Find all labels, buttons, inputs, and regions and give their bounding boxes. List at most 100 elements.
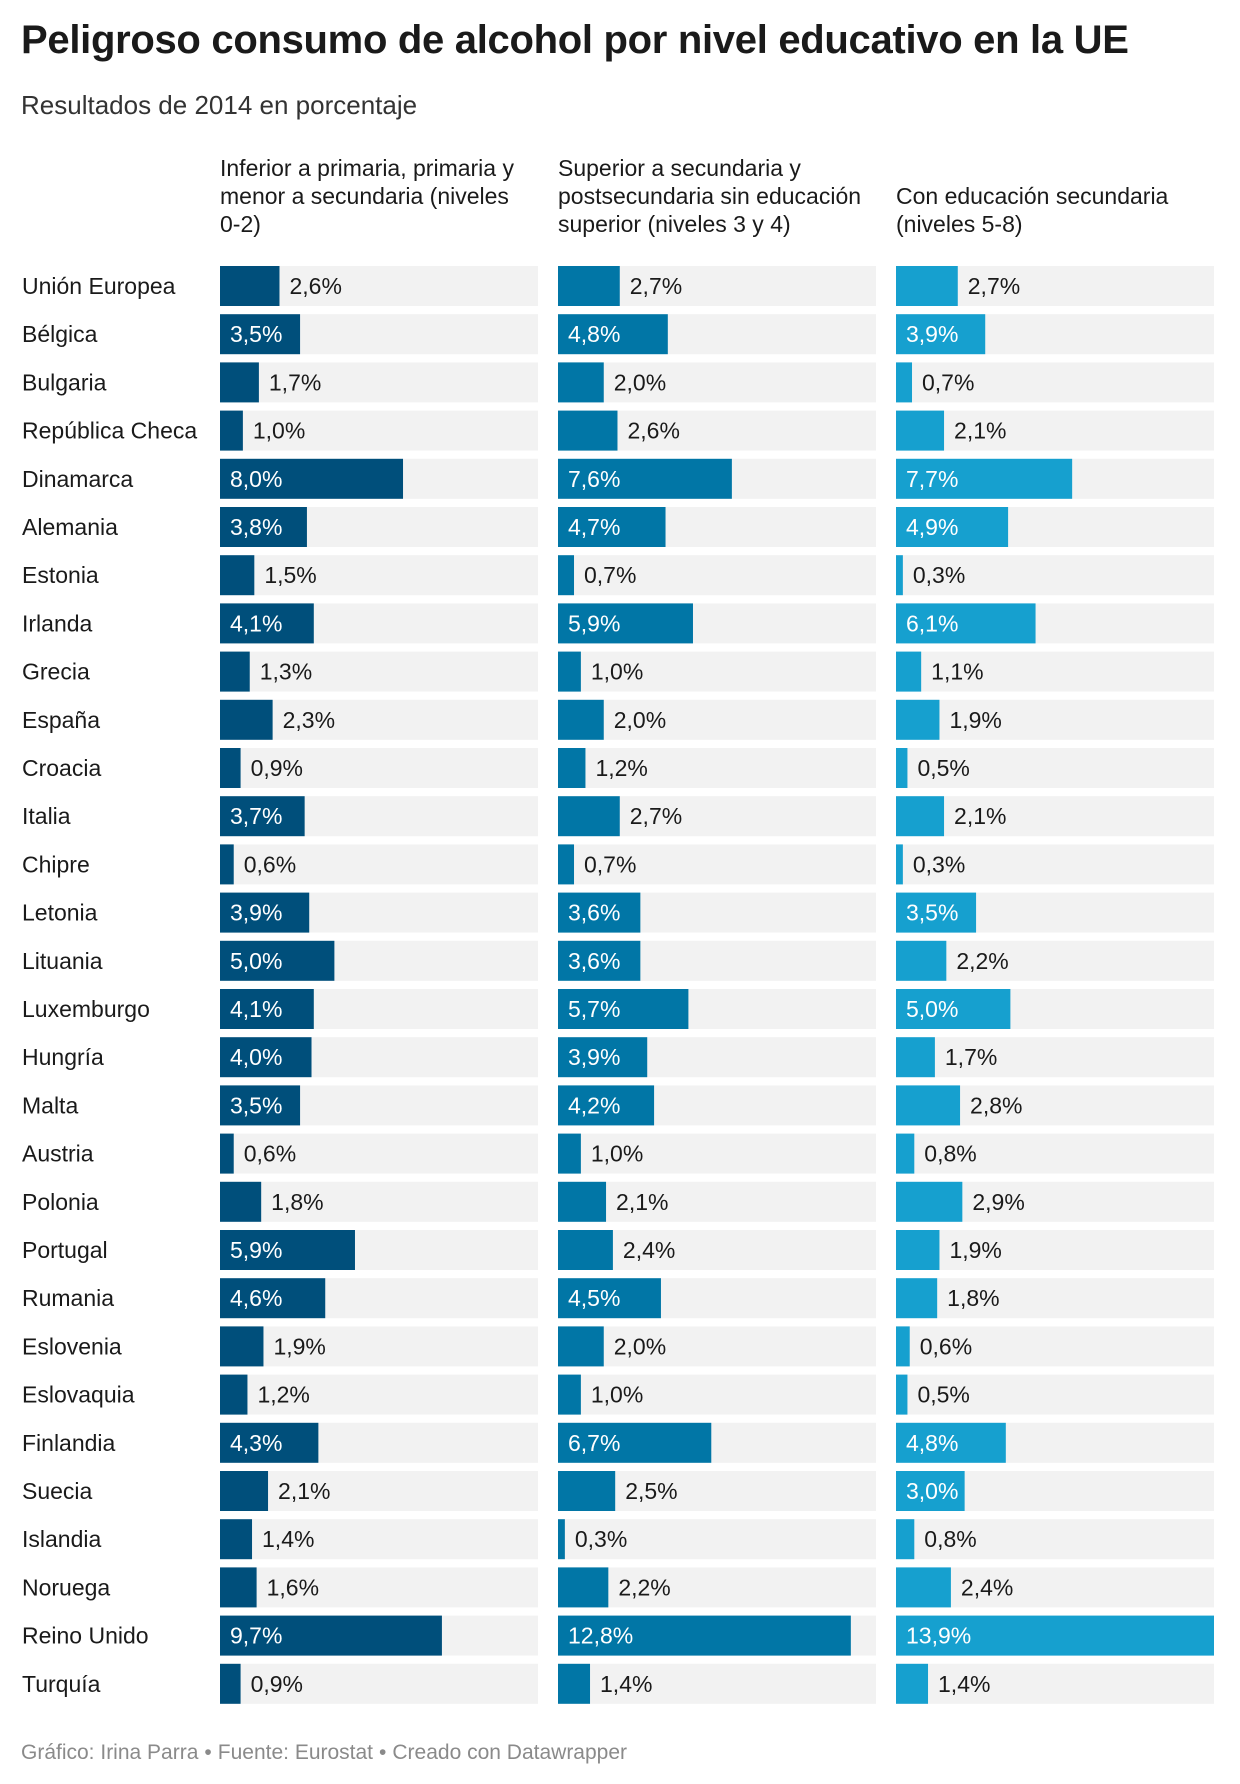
chart-title: Peligroso consumo de alcohol por nivel e… (21, 18, 1129, 62)
data-label: 5,7% (568, 996, 620, 1022)
data-label: 1,6% (267, 1574, 319, 1600)
bar-track (896, 1519, 1214, 1560)
data-label: 4,8% (906, 1430, 958, 1456)
category-label: Grecia (22, 659, 90, 685)
bar-track (220, 844, 538, 885)
bar (558, 266, 620, 306)
data-label: 1,4% (600, 1671, 652, 1697)
category-label: Lituania (22, 948, 103, 974)
bar (558, 362, 604, 403)
series-header: Inferior a primaria, primaria y menor a s… (220, 155, 514, 237)
bar-track (558, 699, 876, 740)
data-label: 4,1% (230, 610, 282, 636)
data-label: 12,8% (568, 1623, 633, 1649)
data-label: 13,9% (906, 1623, 971, 1649)
data-label: 2,1% (616, 1189, 668, 1215)
bar (558, 796, 620, 837)
bar (220, 1567, 257, 1608)
bar (896, 1615, 1214, 1656)
category-label: Letonia (22, 900, 98, 926)
data-label: 2,1% (278, 1478, 330, 1504)
data-label: 5,9% (230, 1237, 282, 1263)
bar (896, 410, 945, 451)
bar (896, 603, 1036, 644)
data-label: 0,5% (917, 755, 969, 781)
data-label: 0,3% (913, 562, 965, 588)
bar-track (558, 748, 876, 788)
data-label: 1,1% (931, 659, 983, 685)
category-label: Luxemburgo (22, 996, 150, 1022)
data-label: 2,1% (954, 803, 1006, 829)
bar-track (896, 410, 1214, 451)
bar (896, 699, 940, 740)
bar-track (896, 699, 1214, 740)
data-label: 0,5% (917, 1382, 969, 1408)
data-label: 7,6% (568, 466, 620, 492)
bar-track (558, 651, 876, 692)
bar (220, 1037, 312, 1078)
bar (896, 1663, 929, 1704)
bar-track (220, 1567, 538, 1608)
category-label: Alemania (22, 514, 118, 540)
bar (896, 1133, 915, 1174)
data-label: 1,5% (264, 562, 316, 588)
bar (558, 989, 689, 1029)
bar (558, 410, 618, 451)
bar (220, 1663, 241, 1704)
bar-track (558, 1567, 876, 1608)
bar (558, 1326, 604, 1367)
bar-track (220, 748, 538, 788)
data-label: 1,9% (949, 707, 1001, 733)
bar-track (558, 844, 876, 885)
bar (558, 314, 668, 355)
bar-track (558, 1133, 876, 1174)
bar (896, 507, 1009, 547)
data-label: 1,0% (253, 418, 305, 444)
bar (220, 1374, 248, 1415)
bar (896, 940, 947, 981)
footer-created-with: Creado con Datawrapper (392, 1741, 628, 1764)
category-label: República Checa (22, 418, 197, 444)
bar (558, 748, 586, 788)
chart-footer: Gráfico: Irina Parra • Fuente: Eurostat • Cr… (21, 1741, 627, 1765)
bar-track (220, 1181, 538, 1222)
bar (220, 1230, 355, 1270)
data-label: 3,9% (230, 900, 282, 926)
bar-track (220, 362, 538, 403)
bar (558, 651, 581, 692)
bar-track (220, 651, 538, 692)
bar (220, 892, 310, 933)
bar (896, 1374, 908, 1415)
data-label: 3,0% (906, 1478, 958, 1504)
data-label: 1,0% (591, 1382, 643, 1408)
bar (558, 1037, 648, 1078)
bar-track (220, 1374, 538, 1415)
bar-track (558, 1374, 876, 1415)
bar (220, 1471, 269, 1511)
bar (558, 699, 604, 740)
category-label: Reino Unido (22, 1623, 149, 1649)
category-label: Croacia (22, 755, 101, 781)
category-label: Austria (22, 1141, 94, 1167)
bar (220, 458, 404, 499)
bar (896, 1181, 963, 1222)
bar-track (896, 651, 1214, 692)
bar (896, 1422, 1006, 1463)
bar-track (220, 410, 538, 451)
chart-subtitle: Resultados de 2014 en porcentaje (21, 90, 418, 120)
category-label: Malta (22, 1092, 78, 1118)
bar-track (896, 1374, 1214, 1415)
bar (220, 555, 255, 596)
data-label: 0,8% (924, 1141, 976, 1167)
category-label: Bulgaria (22, 369, 107, 395)
data-label: 3,9% (568, 1044, 620, 1070)
data-label: 2,5% (625, 1478, 677, 1504)
bar (896, 1085, 961, 1126)
bar (558, 1374, 581, 1415)
data-label: 2,4% (623, 1237, 675, 1263)
category-label: Dinamarca (22, 466, 133, 492)
bar-track (220, 1519, 538, 1560)
data-label: 3,5% (906, 900, 958, 926)
category-label: Finlandia (22, 1430, 116, 1456)
data-label: 1,3% (260, 659, 312, 685)
